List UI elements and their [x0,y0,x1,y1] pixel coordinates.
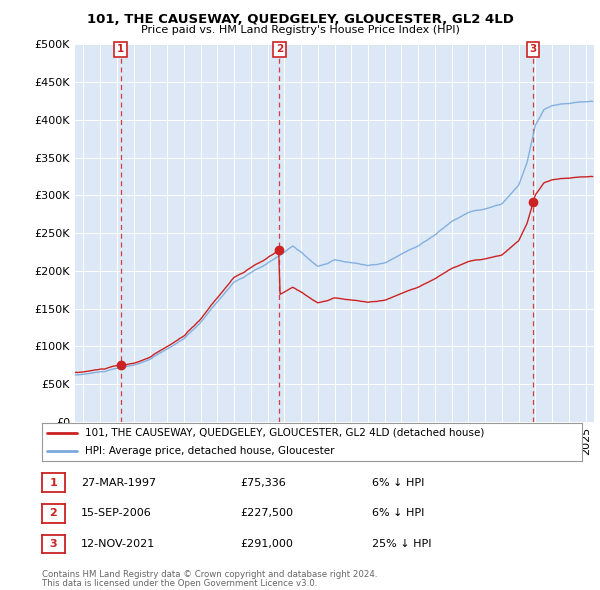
Text: £291,000: £291,000 [240,539,293,549]
Text: 101, THE CAUSEWAY, QUEDGELEY, GLOUCESTER, GL2 4LD: 101, THE CAUSEWAY, QUEDGELEY, GLOUCESTER… [86,13,514,26]
Text: 25% ↓ HPI: 25% ↓ HPI [372,539,431,549]
Text: 15-SEP-2006: 15-SEP-2006 [81,509,152,518]
Text: 1: 1 [117,44,124,54]
Text: 27-MAR-1997: 27-MAR-1997 [81,478,156,487]
Text: 1: 1 [50,478,57,487]
Text: Contains HM Land Registry data © Crown copyright and database right 2024.: Contains HM Land Registry data © Crown c… [42,570,377,579]
Text: HPI: Average price, detached house, Gloucester: HPI: Average price, detached house, Glou… [85,445,335,455]
Text: Price paid vs. HM Land Registry's House Price Index (HPI): Price paid vs. HM Land Registry's House … [140,25,460,35]
Text: 6% ↓ HPI: 6% ↓ HPI [372,478,424,487]
Text: 3: 3 [530,44,537,54]
Text: 101, THE CAUSEWAY, QUEDGELEY, GLOUCESTER, GL2 4LD (detached house): 101, THE CAUSEWAY, QUEDGELEY, GLOUCESTER… [85,428,485,438]
Text: £227,500: £227,500 [240,509,293,518]
Text: 2: 2 [276,44,283,54]
Text: This data is licensed under the Open Government Licence v3.0.: This data is licensed under the Open Gov… [42,579,317,588]
Text: £75,336: £75,336 [240,478,286,487]
Text: 3: 3 [50,539,57,549]
Text: 12-NOV-2021: 12-NOV-2021 [81,539,155,549]
Text: 6% ↓ HPI: 6% ↓ HPI [372,509,424,518]
Text: 2: 2 [50,509,57,518]
